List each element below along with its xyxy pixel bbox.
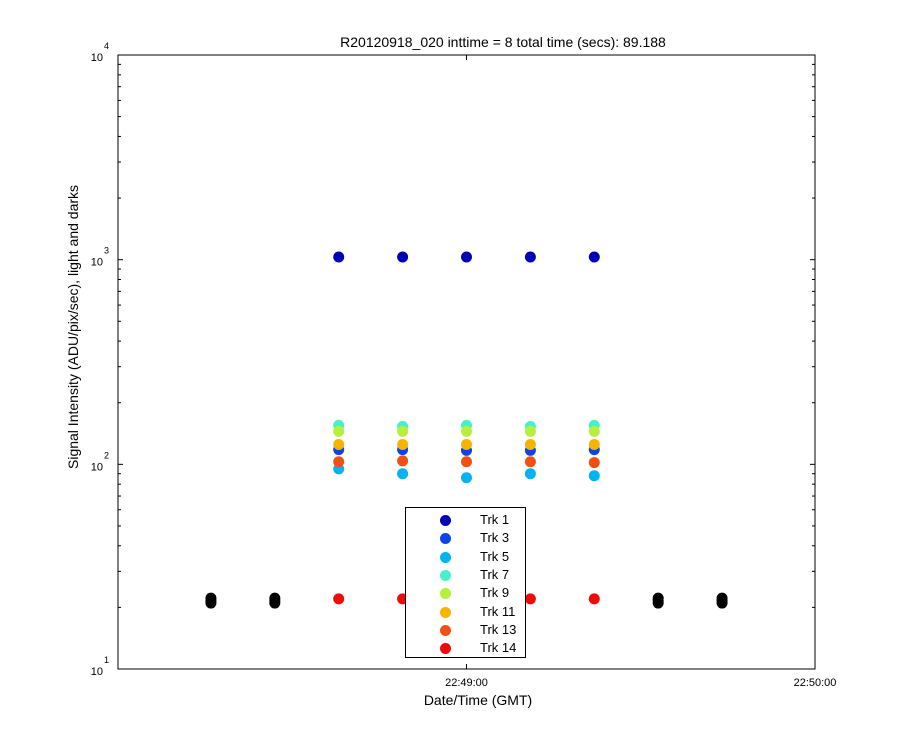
data-point (461, 472, 472, 484)
legend-label: Trk 1 (480, 512, 510, 527)
axis-ticks (118, 55, 816, 670)
svg-text:10: 10 (91, 666, 103, 678)
data-point (524, 425, 536, 437)
data-point (588, 425, 600, 437)
legend-swatch (440, 643, 451, 655)
data-point (333, 593, 345, 605)
data-point (333, 251, 345, 263)
data-point (333, 438, 345, 450)
legend-swatch (440, 569, 451, 581)
svg-text:2: 2 (104, 450, 109, 460)
data-point (397, 251, 409, 263)
x-tick-label: 22:50:00 (794, 677, 837, 689)
legend-swatch (440, 515, 451, 526)
y-tick-label: 104 (91, 41, 109, 64)
data-point (524, 593, 536, 605)
y-tick-label: 102 (91, 450, 109, 473)
legend-item: Trk 14 (406, 639, 526, 657)
legend-item: Trk 13 (406, 621, 526, 639)
data-point (397, 455, 409, 467)
x-tick-labels: 22:49:00 22:50:00 (445, 677, 836, 689)
legend-label: Trk 13 (480, 621, 517, 637)
legend-item: Trk 7 (406, 566, 526, 584)
data-point (461, 456, 472, 468)
data-point (588, 470, 600, 482)
data-point (716, 592, 728, 604)
data-point (205, 592, 217, 604)
data-point (588, 457, 600, 469)
data-point (397, 425, 409, 437)
legend-label: Trk 11 (480, 603, 516, 619)
legend-swatch (440, 533, 451, 545)
legend-label: Trk 7 (480, 566, 510, 582)
x-tick-label: 22:49:00 (445, 677, 488, 689)
legend-item: Trk 1 (406, 511, 526, 529)
legend-label: Trk 9 (480, 585, 510, 601)
svg-text:10: 10 (91, 257, 103, 269)
data-point (524, 456, 536, 468)
legend-label: Trk 3 (480, 530, 510, 546)
svg-text:1: 1 (104, 655, 109, 665)
legend-item: Trk 5 (406, 548, 526, 566)
legend-item: Trk 9 (406, 584, 526, 602)
legend-swatch (440, 606, 451, 618)
data-point (524, 438, 536, 450)
data-point (588, 438, 600, 450)
legend-label: Trk 5 (480, 548, 510, 564)
data-point (461, 425, 472, 437)
x-axis-label: Date/Time (GMT) (424, 692, 532, 708)
legend-swatch (440, 624, 451, 636)
y-axis-label: Signal Intensity (ADU/pix/sec), light an… (65, 185, 81, 469)
legend: Trk 1 Trk 3 Trk 5 Trk 7 Trk 9 Trk 11 Trk 13 Trk… (405, 507, 526, 658)
data-point (269, 592, 281, 604)
svg-text:10: 10 (91, 461, 103, 473)
data-point (333, 456, 345, 468)
svg-text:4: 4 (104, 41, 109, 51)
legend-item: Trk 3 (406, 529, 526, 547)
data-point (588, 251, 600, 263)
y-tick-label: 103 (91, 246, 109, 269)
data-point (652, 592, 664, 604)
svg-text:3: 3 (104, 246, 109, 256)
data-point (524, 468, 536, 480)
legend-swatch (440, 588, 451, 600)
legend-label: Trk 14 (480, 640, 517, 656)
data-point (397, 468, 409, 480)
svg-text:10: 10 (91, 52, 103, 64)
legend-swatch (440, 551, 451, 563)
data-point (333, 425, 345, 437)
legend-item: Trk 11 (406, 603, 526, 621)
data-point (588, 593, 600, 605)
data-point (524, 251, 536, 263)
chart-title: R20120918_020 inttime = 8 total time (se… (340, 34, 666, 50)
data-point (461, 438, 472, 450)
y-tick-label: 101 (91, 655, 109, 678)
data-point (461, 251, 472, 263)
data-point (397, 438, 409, 450)
